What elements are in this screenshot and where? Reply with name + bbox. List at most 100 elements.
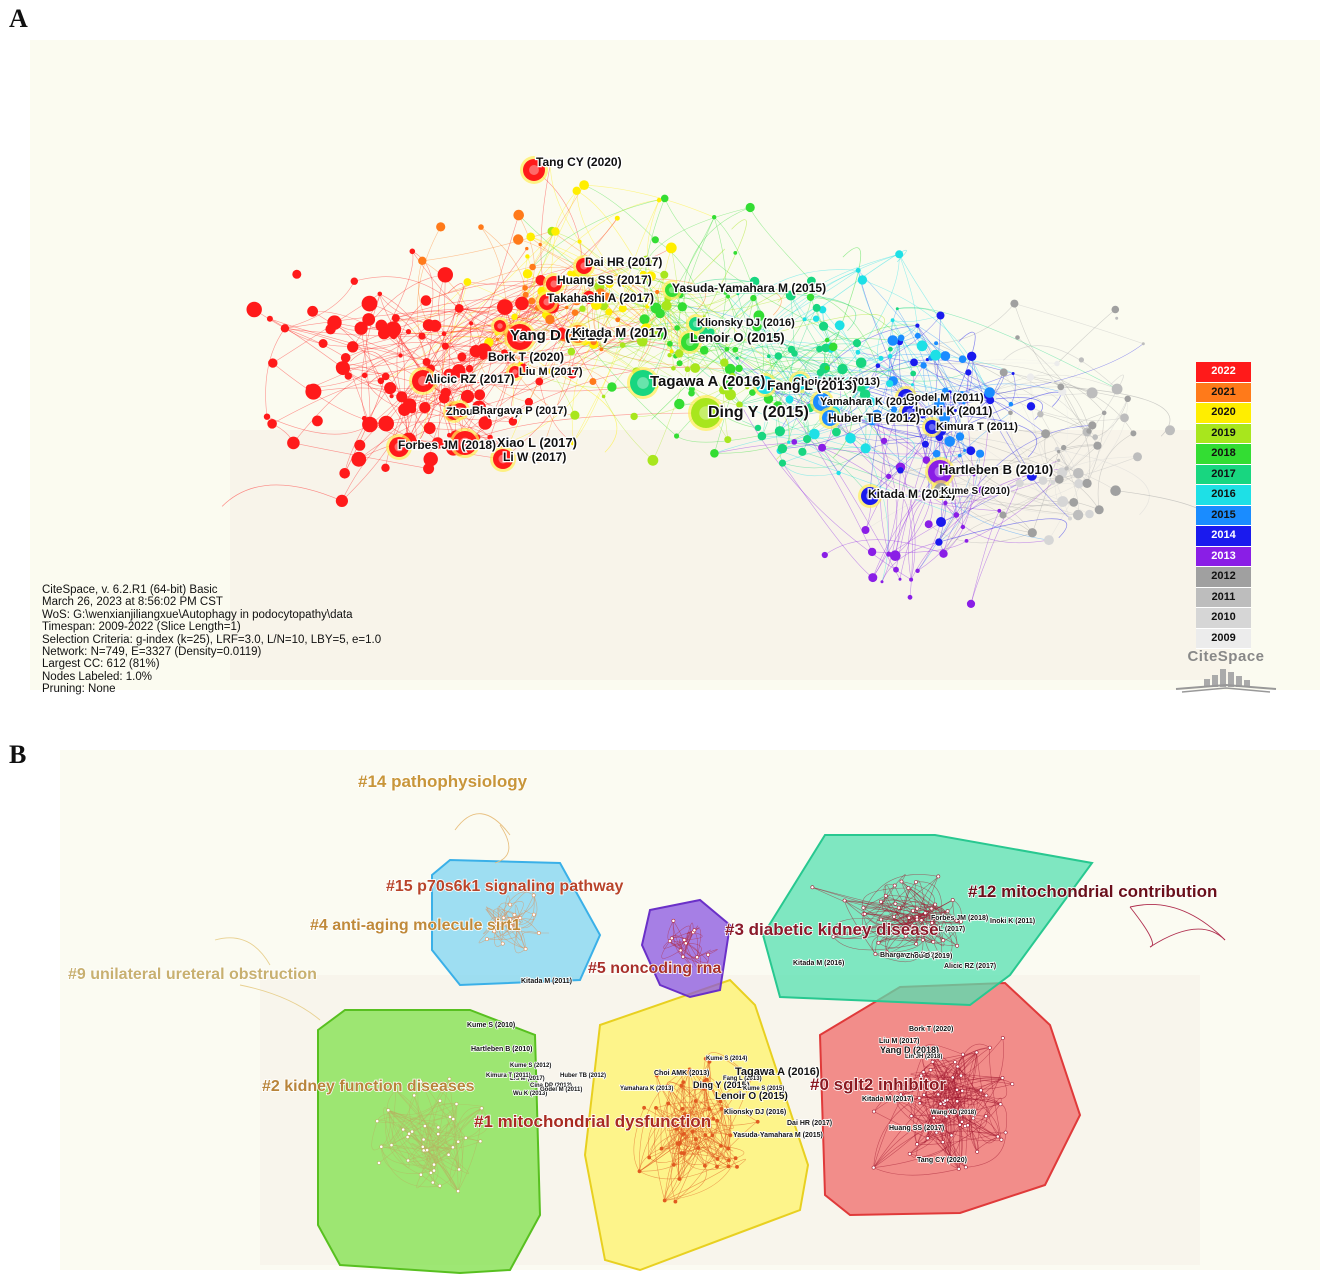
cluster-node (637, 1169, 642, 1174)
network-node (1010, 299, 1019, 308)
cluster-link (679, 1147, 699, 1180)
cluster-node (492, 929, 497, 934)
citation-link (221, 484, 343, 507)
network-node (567, 347, 576, 356)
cluster-node (532, 912, 536, 917)
network-node (1120, 413, 1129, 423)
cluster-node (710, 1133, 715, 1138)
network-node (861, 526, 870, 534)
network-node (688, 386, 695, 392)
network-node (710, 449, 719, 458)
network-node (441, 331, 447, 337)
cluster-node (681, 1080, 686, 1085)
network-node (855, 349, 861, 355)
network-node (1069, 498, 1079, 507)
citation-link (571, 283, 610, 371)
cluster-node (974, 1050, 979, 1055)
cluster-link (929, 1037, 1004, 1086)
cluster-link (673, 1123, 730, 1161)
cluster-link (933, 1052, 977, 1119)
cluster-node (879, 899, 883, 904)
cluster-link (381, 1146, 435, 1166)
network-node (377, 377, 385, 385)
network-node (1064, 466, 1069, 471)
cluster-node (896, 905, 901, 910)
citation-link (895, 391, 951, 570)
cluster-link (689, 1069, 710, 1136)
network-node (845, 433, 856, 444)
cluster-node (401, 1127, 406, 1132)
cluster-node (669, 936, 674, 941)
network-node (354, 439, 366, 451)
network-node (1082, 478, 1092, 488)
cluster-node (930, 920, 934, 925)
legend-year-2018: 2018 (1196, 444, 1251, 465)
cluster-link (685, 942, 702, 958)
cluster-link (420, 1174, 442, 1190)
network-node (736, 292, 740, 296)
citation-link (395, 299, 547, 319)
node-label: Tagawa A (2016) (650, 373, 765, 390)
network-node (478, 416, 492, 430)
citation-link (987, 343, 1144, 396)
cluster-node (500, 941, 505, 946)
network-node (785, 395, 794, 404)
cluster-node-label: Liu M (2017) (510, 1076, 545, 1082)
network-node (749, 276, 760, 287)
network-node (807, 276, 816, 286)
citation-link (683, 207, 751, 289)
citation-link (655, 307, 795, 354)
cluster-link (424, 1103, 457, 1152)
cluster-link (909, 1132, 937, 1155)
network-node (548, 368, 556, 375)
node-label: Godel M (2011) (906, 392, 984, 404)
cluster-link (1129, 904, 1226, 941)
citation-link (830, 325, 918, 352)
cluster-link (666, 1103, 706, 1167)
network-node (351, 451, 367, 467)
cluster-link (673, 1110, 700, 1124)
cluster-node (679, 1083, 684, 1088)
node-core (512, 369, 518, 375)
node-label: Lenoir O (2015) (690, 330, 785, 345)
cluster-link (912, 919, 939, 926)
cluster-node (945, 909, 950, 914)
legend-year-2013: 2013 (1196, 546, 1251, 567)
network-node (943, 500, 948, 506)
cluster-node (682, 938, 687, 942)
cluster-link (695, 1100, 722, 1146)
network-node (785, 290, 796, 301)
network-node (948, 390, 952, 394)
network-node (381, 372, 390, 381)
network-node (1130, 430, 1137, 437)
citation-link (265, 328, 286, 417)
network-node (1133, 452, 1142, 462)
cluster-node (672, 1121, 676, 1126)
network-node (857, 275, 868, 285)
network-node (305, 383, 322, 400)
network-node (1054, 474, 1064, 484)
network-node (538, 242, 542, 247)
citation-link (768, 355, 825, 369)
network-node (577, 239, 582, 244)
network-node (910, 358, 918, 367)
cluster-link (908, 887, 942, 957)
network-node (1086, 387, 1098, 399)
network-node (1011, 372, 1015, 375)
cluster-link (705, 1052, 752, 1080)
network-node (571, 309, 579, 317)
network-node (1110, 485, 1121, 497)
citation-link (922, 414, 1038, 458)
network-node (497, 299, 513, 315)
citation-link (865, 448, 889, 582)
cluster-link (923, 1052, 977, 1096)
citation-link (502, 373, 573, 460)
network-node (806, 293, 815, 301)
cluster-link (655, 1107, 758, 1126)
citation-link (364, 355, 401, 376)
cluster-link (686, 1119, 706, 1166)
network-node (890, 550, 901, 561)
citation-link (591, 282, 602, 350)
citation-link (782, 462, 839, 476)
citation-link (935, 355, 961, 437)
